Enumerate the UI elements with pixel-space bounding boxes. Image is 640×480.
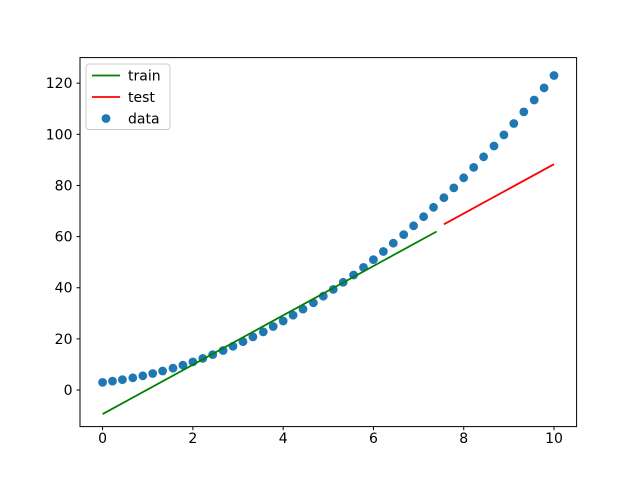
x-tick-label: 6 bbox=[369, 431, 378, 447]
y-tick-label: 80 bbox=[55, 178, 73, 194]
y-tick-label: 40 bbox=[55, 281, 73, 297]
scatter-point bbox=[168, 363, 178, 373]
scatter-point bbox=[529, 95, 539, 105]
scatter-point bbox=[449, 183, 459, 193]
scatter-point bbox=[108, 376, 117, 386]
axes-spines bbox=[79, 57, 578, 428]
scatter-point bbox=[268, 322, 278, 331]
scatter-point bbox=[429, 202, 438, 212]
scatter-point bbox=[419, 212, 428, 222]
scatter-point bbox=[409, 221, 418, 231]
scatter-point bbox=[539, 83, 549, 93]
scatter-point bbox=[388, 238, 398, 248]
y-tick-label: 20 bbox=[55, 332, 73, 348]
scatter-point bbox=[479, 152, 488, 162]
y-tick-label: 120 bbox=[46, 76, 73, 92]
scatter-series bbox=[98, 71, 559, 387]
y-tick-label: 0 bbox=[64, 383, 73, 399]
x-tick-label: 10 bbox=[545, 431, 563, 447]
scatter-point bbox=[298, 304, 308, 314]
scatter-point bbox=[499, 130, 509, 140]
legend-label-data: data bbox=[128, 112, 160, 128]
scatter-point bbox=[218, 346, 228, 355]
scatter-point bbox=[459, 173, 469, 183]
x-tick-label: 2 bbox=[188, 431, 197, 447]
scatter-point bbox=[98, 378, 107, 387]
scatter-point bbox=[118, 375, 127, 384]
y-tick-label: 100 bbox=[46, 127, 73, 143]
scatter-point bbox=[148, 369, 158, 378]
scatter-point bbox=[549, 71, 559, 80]
x-tick-label: 4 bbox=[279, 431, 288, 447]
legend-box bbox=[85, 63, 171, 130]
line-series bbox=[102, 163, 555, 415]
scatter-point bbox=[288, 310, 298, 320]
y-tick-label: 60 bbox=[55, 230, 73, 246]
legend-label-train: train bbox=[128, 69, 161, 85]
scatter-point bbox=[278, 316, 288, 326]
scatter-point bbox=[379, 247, 388, 256]
scatter-point bbox=[439, 193, 449, 203]
legend-handle-data bbox=[101, 114, 111, 123]
scatter-point bbox=[369, 255, 378, 264]
scatter-point bbox=[178, 360, 188, 370]
scatter-point bbox=[128, 373, 138, 383]
legend: train test data bbox=[85, 63, 171, 130]
scatter-point bbox=[158, 366, 168, 376]
scatter-point bbox=[138, 371, 148, 381]
x-tick-label: 8 bbox=[459, 431, 468, 447]
scatter-point bbox=[258, 327, 268, 337]
scatter-point bbox=[489, 141, 499, 151]
scatter-point bbox=[519, 107, 529, 117]
scatter-point bbox=[469, 163, 479, 172]
legend-label-test: test bbox=[128, 90, 155, 106]
scatter-point bbox=[248, 332, 258, 342]
scatter-point bbox=[509, 119, 519, 128]
train-line bbox=[102, 230, 438, 415]
scatter-point bbox=[399, 230, 409, 240]
x-tick-label: 0 bbox=[98, 431, 107, 447]
test-line bbox=[443, 163, 555, 226]
